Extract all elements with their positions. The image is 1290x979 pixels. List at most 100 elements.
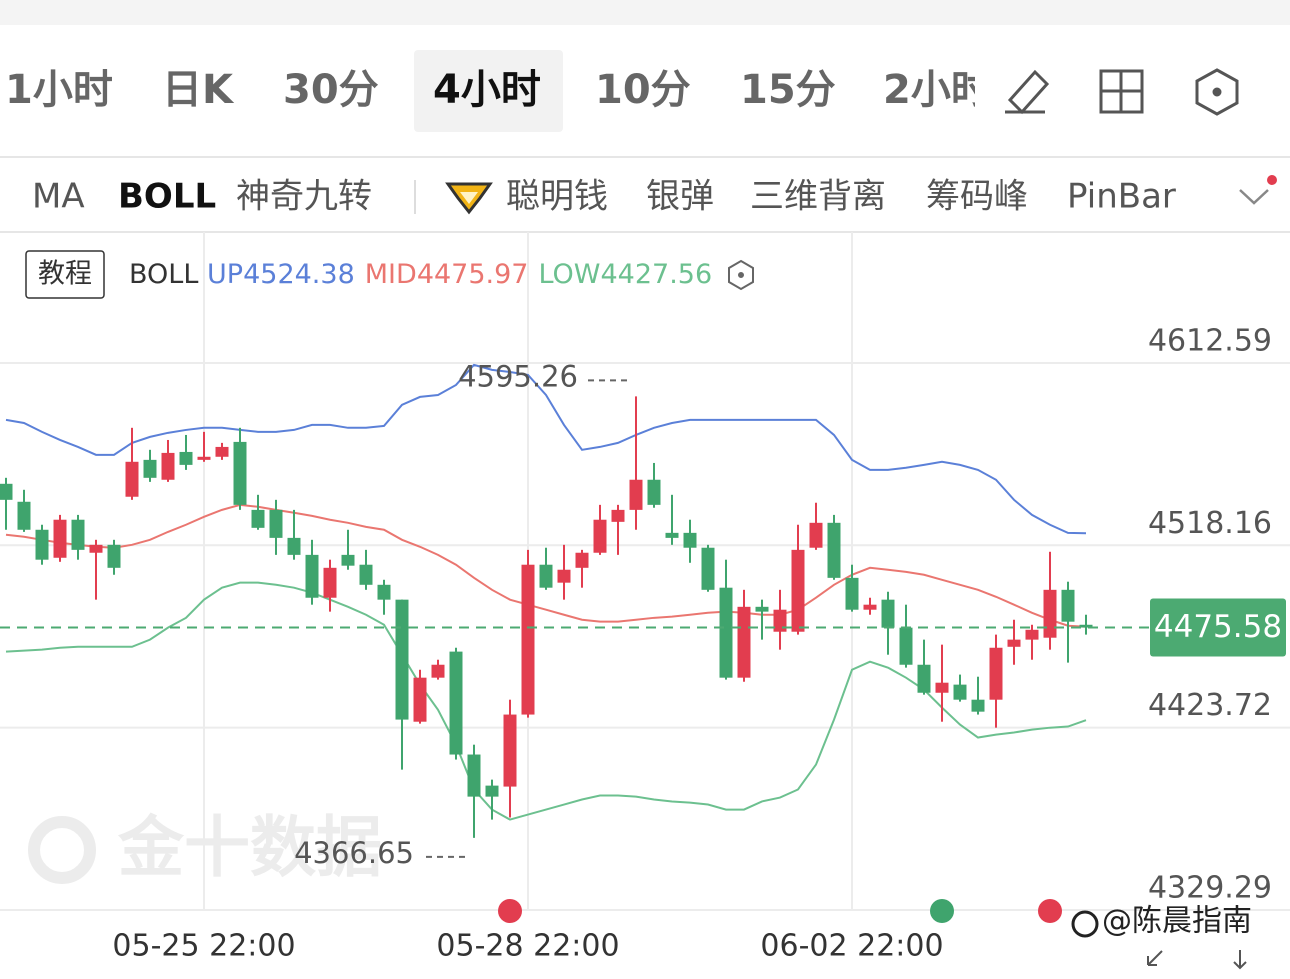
candle-body — [719, 587, 733, 678]
candle-body — [665, 532, 679, 538]
candle-body — [233, 441, 247, 505]
candle-body — [539, 564, 553, 588]
credit-text: @陈晨指南 — [1102, 904, 1252, 939]
candle-body — [971, 699, 985, 712]
candle-body — [395, 599, 409, 720]
status-bar — [0, 0, 1290, 25]
candle-body — [1061, 589, 1075, 622]
candle-body — [0, 483, 13, 500]
candle-body — [1007, 639, 1021, 647]
tab[interactable]: 日K — [162, 67, 235, 113]
candle-body — [485, 785, 499, 797]
candle-body — [593, 519, 607, 553]
candle-body — [953, 684, 967, 700]
tab-selected-bg — [414, 50, 563, 132]
tab[interactable]: 30分 — [283, 67, 379, 113]
candle-body — [701, 547, 715, 590]
candle-body — [413, 677, 427, 722]
candle-body — [773, 609, 787, 632]
candle-body — [1079, 624, 1093, 628]
candle-body — [503, 714, 517, 787]
indicator[interactable]: 银弹 — [646, 177, 714, 217]
y-tick-label: 4518.16 — [1148, 506, 1272, 541]
tutorial-label[interactable]: 教程 — [38, 259, 92, 290]
candle-body — [269, 509, 283, 538]
candle-body — [989, 647, 1003, 700]
high-label: 4595.26 — [458, 359, 578, 393]
candle-body — [449, 651, 463, 755]
candle-body — [215, 446, 229, 457]
candle-body — [737, 606, 751, 678]
last-price-tag — [1150, 598, 1286, 657]
candle-body — [359, 564, 373, 585]
tab-row: 1小时 日K 30分 4小时 10分 15分 2小时 — [5, 50, 991, 132]
legend-name: LOW — [538, 259, 600, 290]
indicator[interactable]: 神奇九转 — [236, 177, 372, 217]
legend-name: MID — [365, 259, 417, 290]
indicator[interactable]: 聪明钱 — [506, 177, 608, 217]
indicator[interactable]: 筹码峰 — [926, 177, 1028, 217]
tab[interactable]: 4小时 — [433, 67, 541, 113]
zoom-icons[interactable] — [1147, 950, 1247, 970]
tutorial-button[interactable] — [25, 250, 105, 299]
legend: BOLL UP4524.38 MID4475.97 LOW4427.56 — [129, 259, 712, 290]
last-price-label: 4475.58 — [1154, 609, 1282, 645]
candle-body — [611, 509, 625, 522]
candle-body — [467, 754, 481, 797]
candle-body — [35, 529, 49, 560]
candle-body — [431, 664, 445, 678]
settings-icon[interactable] — [1195, 68, 1239, 116]
more-chevron[interactable] — [1239, 189, 1269, 205]
legend-value: 4475.97 — [417, 259, 529, 290]
candle-body — [881, 599, 895, 628]
legend-value: 4524.38 — [243, 259, 355, 290]
indicator[interactable]: 三维背离 — [750, 177, 886, 217]
candle-body — [827, 522, 841, 578]
x-tick-label: 06-02 22:00 — [760, 929, 943, 964]
candle-body — [17, 501, 31, 530]
candle-body — [575, 552, 589, 568]
band-line — [5, 581, 1087, 821]
candle-body — [521, 564, 535, 715]
x-tick-label: 05-28 22:00 — [436, 929, 619, 964]
legend-indicator: BOLL — [129, 259, 198, 290]
candle-body — [179, 451, 193, 465]
candle-body — [809, 522, 823, 548]
y-tick-label: 4423.72 — [1148, 688, 1272, 723]
draw-tool-icon[interactable] — [1005, 69, 1050, 115]
candle-body — [71, 519, 85, 550]
tab[interactable]: 1小时 — [5, 67, 113, 113]
indicator[interactable]: PinBar — [1067, 177, 1176, 217]
legend-value: 4427.56 — [601, 259, 713, 290]
x-tick-label: 05-25 22:00 — [112, 929, 295, 964]
candle-body — [305, 554, 319, 598]
candle-body — [629, 479, 643, 510]
tab[interactable]: 2小时 — [883, 67, 991, 113]
indicator[interactable]: MA — [32, 177, 85, 217]
tab[interactable]: 10分 — [595, 67, 691, 113]
candle-body — [143, 459, 157, 478]
candle-body — [323, 567, 337, 598]
band-line — [5, 363, 1087, 535]
candle-body — [197, 456, 211, 460]
y-tick-label: 4612.59 — [1148, 323, 1272, 358]
tab[interactable]: 15分 — [740, 67, 836, 113]
indicator[interactable]: BOLL — [118, 177, 216, 217]
candle-body — [1025, 629, 1039, 640]
candle-body — [557, 569, 571, 583]
candle-body — [161, 452, 175, 480]
layout-icon[interactable] — [1099, 69, 1144, 114]
signal-dot — [498, 899, 522, 923]
band-line — [5, 503, 1087, 628]
legend-name: UP — [207, 259, 243, 290]
smart-money-icon — [445, 182, 493, 215]
candle-body — [683, 532, 697, 548]
indicator-settings[interactable] — [728, 259, 754, 291]
candle-body — [287, 537, 301, 555]
signal-dot — [1038, 899, 1062, 923]
candle-body — [863, 604, 877, 610]
plot: 4329.29 4423.72 4518.16 4612.59 05-25 22:00 0… — [0, 232, 1290, 964]
notify-dot — [1267, 175, 1277, 185]
signal-dot — [930, 899, 954, 923]
